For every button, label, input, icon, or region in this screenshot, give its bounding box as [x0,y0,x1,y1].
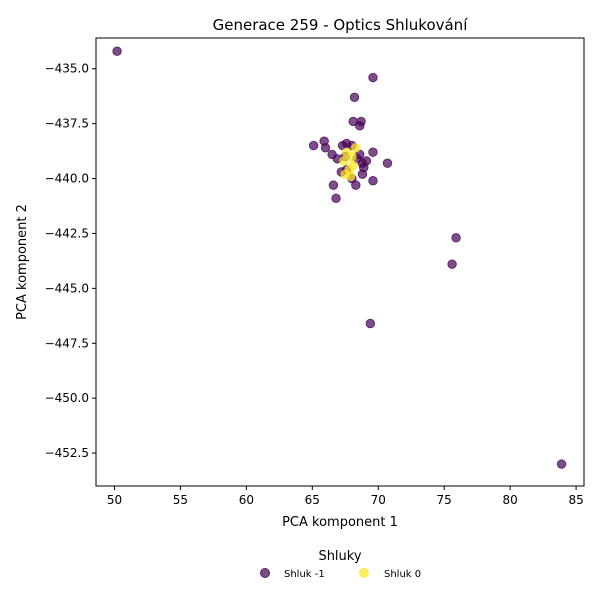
plot-frame [95,37,585,487]
y-tick-label: −440.0 [45,172,89,186]
legend-marker-shluk-minus-1 [260,568,270,578]
y-axis: −435.0 −437.5 −440.0 −442.5 −445.0 −447.5 −450… [45,62,96,460]
legend-label-shluk-0: Shluk 0 [384,569,421,580]
x-tick-label: 50 [107,493,122,507]
data-point-shluk-0 [347,151,357,162]
data-point-shluk-minus-1 [368,176,378,186]
data-point-shluk-minus-1 [368,72,378,83]
data-point-shluk-minus-1 [357,169,368,179]
x-tick-label: 80 [502,493,517,507]
data-point-shluk-minus-1 [451,233,461,243]
y-tick-label: −452.5 [45,446,89,460]
data-point-shluk-0 [351,143,361,153]
data-point-shluk-minus-1 [349,92,360,102]
data-point-shluk-minus-1 [355,121,365,131]
data-point-shluk-0 [345,171,356,182]
data-point-shluk-minus-1 [351,180,361,190]
legend-label-shluk-minus-1: Shluk -1 [284,569,325,580]
x-tick-label: 70 [371,493,386,507]
data-point-shluk-minus-1 [556,459,567,469]
data-point-shluk-minus-1 [382,158,393,168]
data-point-shluk-minus-1 [320,143,331,153]
data-point-shluk-minus-1 [365,318,376,329]
data-point-shluk-0 [339,156,349,166]
x-tick-label: 85 [568,493,583,507]
data-point-shluk-minus-1 [368,147,378,157]
data-point-shluk-minus-1 [447,259,457,269]
legend-marker-shluk-0 [359,568,369,578]
y-tick-label: −435.0 [45,62,89,76]
y-tick-label: −437.5 [45,117,89,131]
y-tick-label: −450.0 [45,391,89,405]
data-point-shluk-minus-1 [308,140,319,151]
y-tick-label: −442.5 [45,226,89,240]
data-point-shluk-minus-1 [112,46,122,56]
data-point-shluk-minus-1 [331,193,341,204]
points-layer [112,46,567,469]
data-point-shluk-minus-1 [328,180,339,190]
x-axis: 50 55 60 65 70 75 80 85 [107,486,584,507]
x-tick-label: 60 [239,493,254,507]
x-tick-label: 55 [173,493,188,507]
chart-title: Generace 259 - Optics Shlukování [213,16,469,34]
x-tick-label: 75 [437,493,452,507]
legend-title: Shluky [318,549,361,564]
y-tick-label: −447.5 [45,336,89,350]
x-axis-label: PCA komponent 1 [282,515,398,530]
x-tick-label: 65 [305,493,320,507]
y-axis-label: PCA komponent 2 [15,204,30,320]
legend: Shluky Shluk -1 Shluk 0 [260,549,421,580]
y-tick-label: −445.0 [45,281,89,295]
